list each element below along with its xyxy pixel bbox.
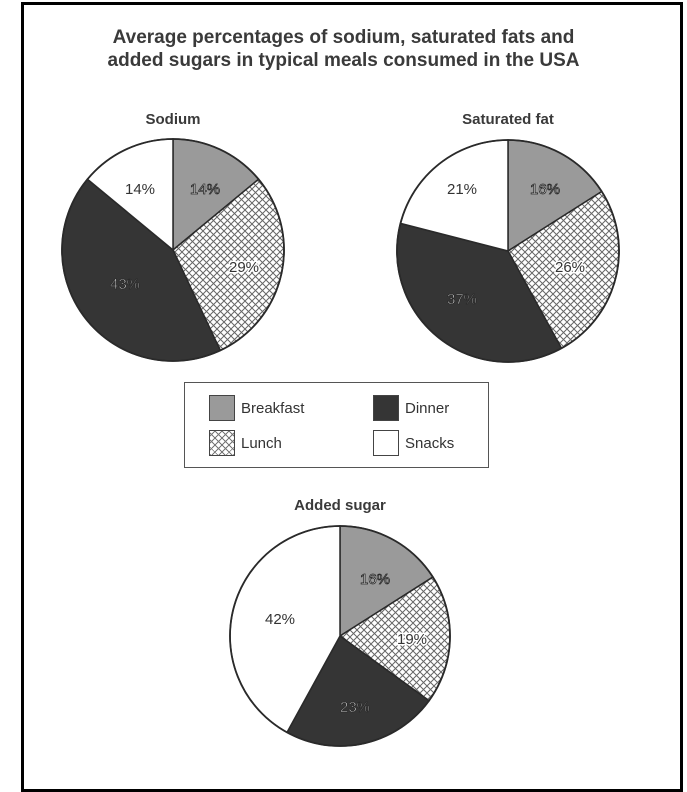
pie-label-saturated-fat-lunch: 26%	[555, 259, 585, 276]
pie-label-sodium-dinner: 43%	[110, 276, 140, 293]
legend: Breakfast Dinner Lunch Snacks	[184, 382, 489, 468]
pie-outline-added-sugar	[229, 525, 451, 747]
pie-label-added-sugar-dinner: 23%	[340, 699, 370, 716]
legend-swatch-snacks	[373, 430, 399, 456]
legend-swatch-lunch	[209, 430, 235, 456]
pie-label-sodium-breakfast: 14%	[190, 181, 220, 198]
pie-label-sodium-snacks: 14%	[125, 181, 155, 198]
pie-label-sodium-lunch: 29%	[229, 259, 259, 276]
pie-outline-sodium	[61, 138, 285, 362]
pie-title-saturated-fat: Saturated fat	[462, 111, 554, 128]
legend-label-dinner: Dinner	[405, 399, 450, 417]
pie-label-saturated-fat-dinner: 37%	[447, 291, 477, 308]
pie-label-added-sugar-breakfast: 16%	[360, 571, 390, 588]
legend-item-breakfast: Breakfast	[209, 395, 304, 421]
legend-label-snacks: Snacks	[405, 434, 455, 452]
chart-title-line-2: added sugars in typical meals consumed i…	[107, 50, 580, 71]
legend-item-snacks: Snacks	[373, 430, 454, 456]
legend-item-lunch: Lunch	[209, 430, 282, 456]
legend-swatch-dinner	[373, 395, 399, 421]
pie-title-added-sugar: Added sugar	[294, 497, 386, 514]
chart-title-line-1: Average percentages of sodium, saturated…	[112, 27, 575, 48]
pie-title-sodium: Sodium	[146, 111, 201, 128]
legend-swatch-breakfast	[209, 395, 235, 421]
pie-outline-saturated-fat	[396, 139, 620, 363]
chart-title: Average percentages of sodium, saturated…	[0, 26, 687, 72]
pie-label-added-sugar-lunch: 19%	[397, 631, 427, 648]
legend-label-breakfast: Breakfast	[241, 399, 305, 417]
pie-label-saturated-fat-snacks: 21%	[447, 181, 477, 198]
legend-item-dinner: Dinner	[373, 395, 449, 421]
legend-label-lunch: Lunch	[241, 434, 282, 452]
pie-label-added-sugar-snacks: 42%	[265, 611, 295, 628]
pie-label-saturated-fat-breakfast: 16%	[530, 181, 560, 198]
